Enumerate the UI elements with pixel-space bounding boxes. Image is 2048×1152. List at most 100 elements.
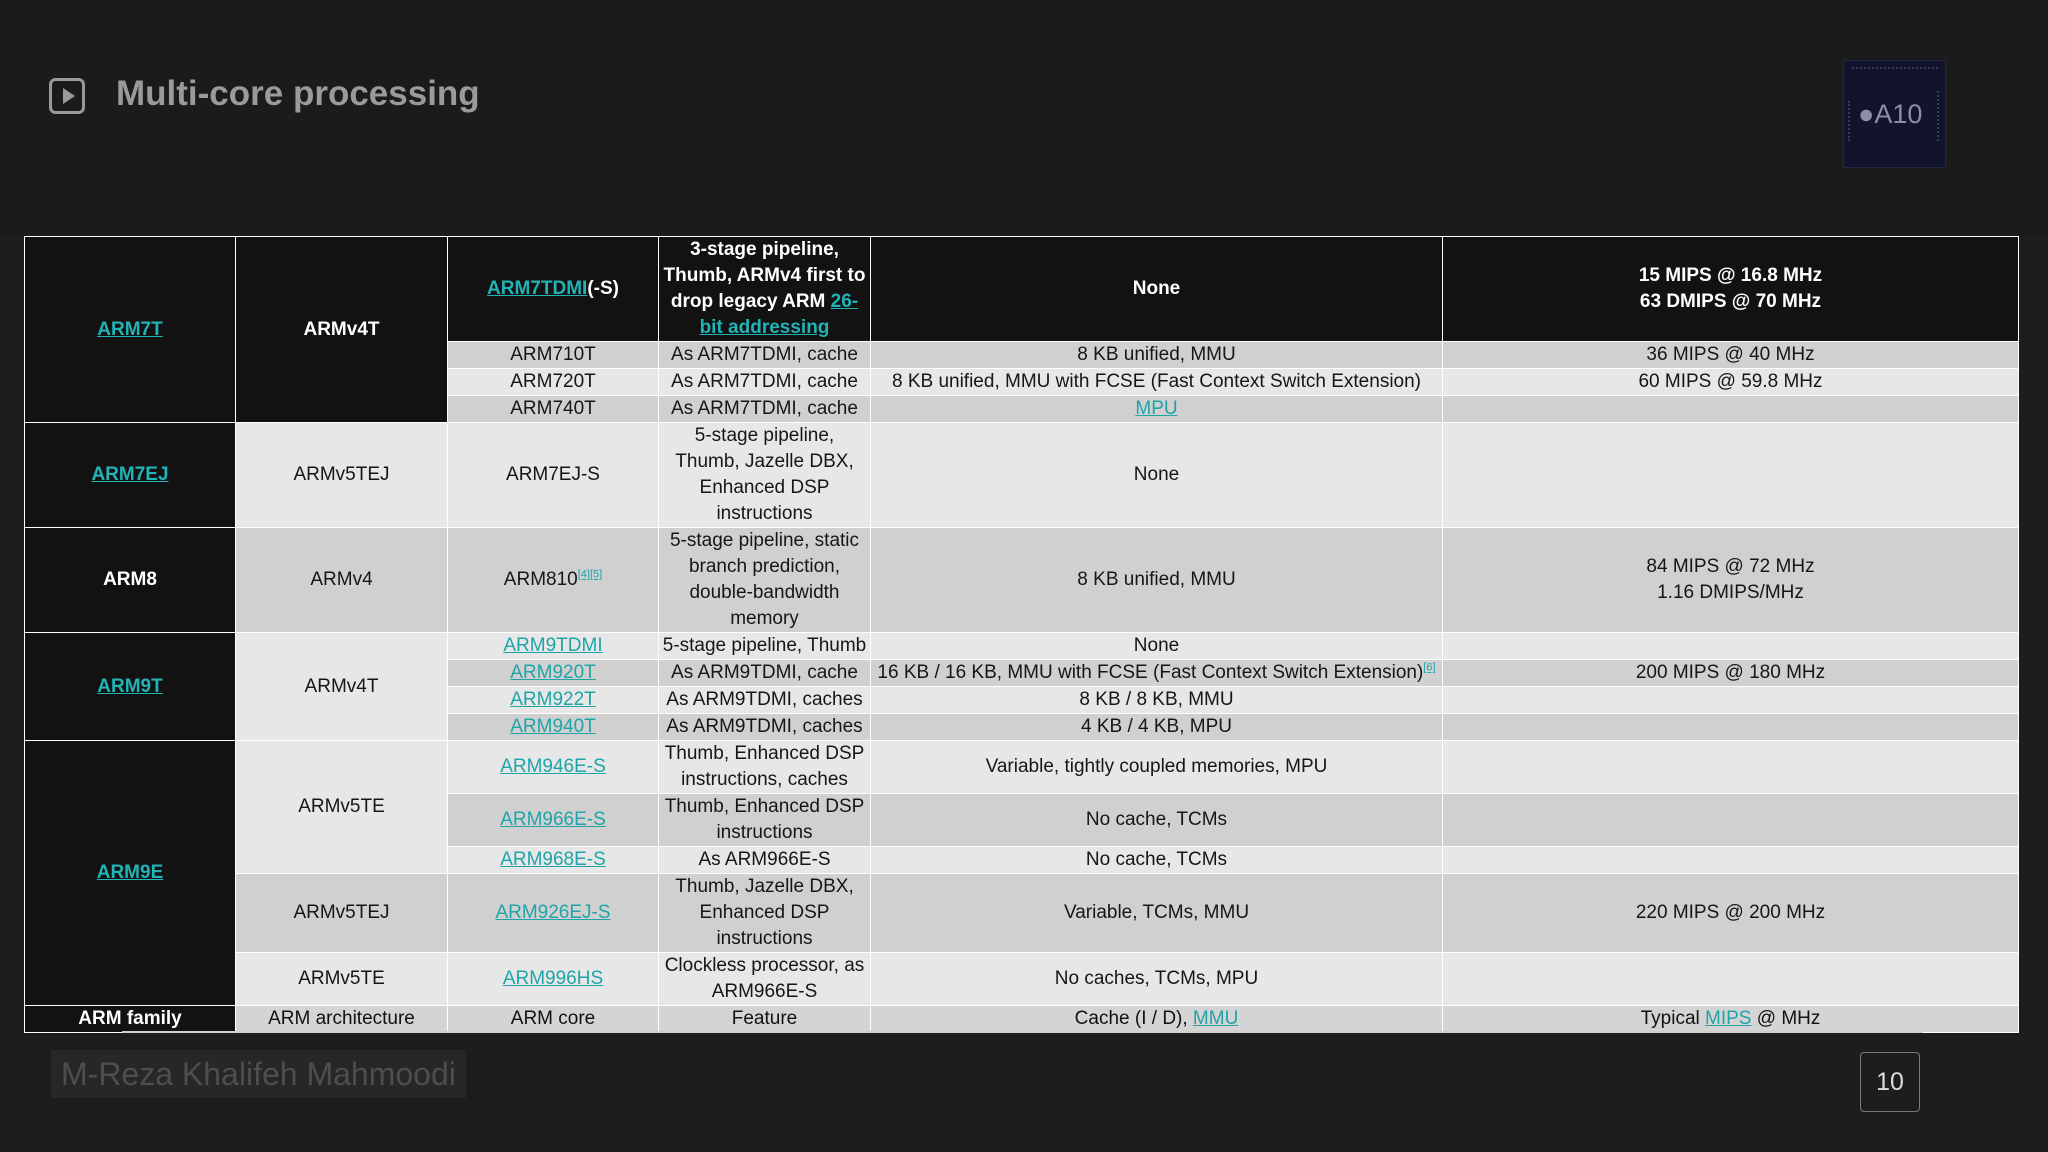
reference-link[interactable]: [4][5] — [577, 568, 603, 581]
core-link[interactable]: ARM922T — [510, 689, 596, 710]
feature-cell: Thumb, Enhanced DSP instructions, caches — [658, 740, 871, 794]
feature-cell: As ARM9TDMI, caches — [658, 713, 871, 741]
cache-cell: None — [870, 236, 1443, 342]
family-cell: ARM8 — [24, 527, 236, 633]
arch-cell: ARMv5TEJ — [235, 873, 448, 953]
table-row: ARMv5TE ARM996HS Clockless processor, as… — [25, 952, 2019, 1006]
core-link[interactable]: ARM920T — [510, 662, 596, 683]
family-link[interactable]: ARM7T — [97, 318, 163, 340]
footer-arch-label: ARM architecture — [235, 1005, 448, 1033]
table-row: ARM968E-S As ARM966E-S No cache, TCMs — [25, 846, 2019, 874]
arch-cell: ARMv5TE — [235, 952, 448, 1006]
mips-line: 63 DMIPS @ 70 MHz — [1639, 291, 1822, 312]
cache-cell: Variable, TCMs, MMU — [870, 873, 1443, 953]
table-row: ARM966E-S Thumb, Enhanced DSP instructio… — [25, 793, 2019, 847]
mips-cell — [1442, 846, 2019, 874]
table-row: ARM7T ARMv4T ARM7TDMI(-S) 3-stage pipeli… — [24, 236, 2019, 423]
family-cell: ARM7T — [24, 236, 236, 423]
core-link[interactable]: ARM996HS — [502, 968, 604, 989]
author-name: M-Reza Khalifeh Mahmoodi — [51, 1050, 466, 1098]
table-row: ARM922T As ARM9TDMI, caches 8 KB / 8 KB,… — [25, 686, 2019, 714]
feature-cell: Thumb, Enhanced DSP instructions — [658, 793, 871, 847]
footer-core-label: ARM core — [447, 1005, 659, 1033]
chip-pins-decoration — [1852, 67, 1938, 73]
footer-cache-text: Cache (I / D), — [1074, 1008, 1193, 1029]
core-link[interactable]: ARM7TDMI — [487, 278, 588, 299]
mips-line: 1.16 DMIPS/MHz — [1657, 582, 1804, 603]
mips-cell: 84 MIPS @ 72 MHz 1.16 DMIPS/MHz — [1442, 527, 2019, 633]
table-row: ARM710T As ARM7TDMI, cache 8 KB unified,… — [25, 341, 2019, 369]
core-link[interactable]: ARM926EJ-S — [495, 902, 611, 923]
table-footer-row: ARM family ARM architecture ARM core Fea… — [24, 1005, 2019, 1033]
core-cell: ARM7TDMI(-S) — [447, 236, 659, 342]
page-number: 10 — [1860, 1052, 1920, 1112]
core-cell: ARM810[4][5] — [447, 527, 659, 633]
cache-cell: 16 KB / 16 KB, MMU with FCSE (Fast Conte… — [870, 659, 1443, 687]
feature-cell: Thumb, Jazelle DBX, Enhanced DSP instruc… — [658, 873, 871, 953]
play-button-icon[interactable] — [49, 78, 85, 114]
family-link[interactable]: ARM9E — [96, 862, 164, 883]
arch-cell: ARMv4T — [235, 236, 448, 423]
feature-link[interactable]: 26-bit addressing — [699, 291, 859, 338]
family-cell: ARM9T — [24, 632, 236, 741]
mips-cell — [1442, 395, 2019, 423]
reference-link[interactable]: [6] — [1423, 661, 1436, 674]
feature-cell: 5-stage pipeline, static branch predicti… — [658, 527, 871, 633]
feature-cell: As ARM966E-S — [658, 846, 871, 874]
table-row: ARM7EJ ARMv5TEJ ARM7EJ-S 5-stage pipelin… — [24, 422, 2019, 528]
core-cell: ARM7EJ-S — [447, 422, 659, 528]
mips-cell: 15 MIPS @ 16.8 MHz 63 DMIPS @ 70 MHz — [1442, 236, 2019, 342]
core-link[interactable]: ARM940T — [510, 716, 596, 737]
mips-cell — [1442, 422, 2019, 528]
core-cell: ARM920T — [447, 659, 659, 687]
table-row: ARM8 ARMv4 ARM810[4][5] 5-stage pipeline… — [24, 527, 2019, 633]
cache-cell: 4 KB / 4 KB, MPU — [870, 713, 1443, 741]
family-cell: ARM9E — [24, 740, 236, 1006]
core-cell: ARM922T — [447, 686, 659, 714]
cache-cell: MPU — [870, 395, 1443, 423]
core-link[interactable]: ARM968E-S — [500, 849, 606, 870]
feature-cell: 3-stage pipeline, Thumb, ARMv4 first to … — [658, 236, 871, 342]
cache-cell: 8 KB unified, MMU — [870, 527, 1443, 633]
arch-cell: ARMv5TE — [235, 740, 448, 874]
feature-cell: As ARM7TDMI, cache — [658, 368, 871, 396]
core-link[interactable]: ARM946E-S — [500, 756, 606, 777]
chip-label: A10 — [1874, 99, 1923, 129]
mips-cell: 60 MIPS @ 59.8 MHz — [1442, 368, 2019, 396]
apple-a10-chip-image: ●A10 — [1843, 60, 1946, 168]
feature-cell: As ARM9TDMI, cache — [658, 659, 871, 687]
core-link[interactable]: ARM9TDMI — [503, 635, 603, 656]
mips-cell — [1442, 952, 2019, 1006]
family-link[interactable]: ARM7EJ — [91, 464, 169, 485]
table-row: ARM9E ARMv5TE ARM946E-S Thumb, Enhanced … — [24, 740, 2019, 1006]
footer-mips-text: Typical — [1640, 1008, 1706, 1029]
arm-family-table: ARM7T ARMv4T ARM7TDMI(-S) 3-stage pipeli… — [24, 236, 2019, 1033]
chip-pins-decoration — [1934, 91, 1939, 141]
mmu-link[interactable]: MMU — [1192, 1008, 1239, 1029]
core-cell: ARM966E-S — [447, 793, 659, 847]
core-cell: ARM926EJ-S — [447, 873, 659, 953]
core-cell: ARM720T — [447, 368, 659, 396]
cache-text: 16 KB / 16 KB, MMU with FCSE (Fast Conte… — [877, 662, 1424, 683]
mips-cell — [1442, 632, 2019, 660]
cache-link[interactable]: MPU — [1135, 398, 1178, 419]
footer-mips-suffix: @ MHz — [1751, 1008, 1821, 1029]
feature-cell: 5-stage pipeline, Thumb, Jazelle DBX, En… — [658, 422, 871, 528]
cache-cell: No cache, TCMs — [870, 793, 1443, 847]
table-row: ARMv5TEJ ARM926EJ-S Thumb, Jazelle DBX, … — [25, 873, 2019, 953]
cache-cell: 8 KB unified, MMU with FCSE (Fast Contex… — [870, 368, 1443, 396]
mips-link[interactable]: MIPS — [1705, 1008, 1752, 1029]
family-link[interactable]: ARM9T — [97, 675, 163, 697]
table-row: ARM940T As ARM9TDMI, caches 4 KB / 4 KB,… — [25, 713, 2019, 741]
slide-title: Multi-core processing — [116, 74, 480, 113]
core-link[interactable]: ARM966E-S — [500, 809, 606, 830]
core-cell: ARM946E-S — [447, 740, 659, 794]
table-row: ARM720T As ARM7TDMI, cache 8 KB unified,… — [25, 368, 2019, 396]
mips-line: 84 MIPS @ 72 MHz — [1646, 556, 1815, 577]
mips-cell: 220 MIPS @ 200 MHz — [1442, 873, 2019, 953]
footer-family-label: ARM family — [24, 1005, 236, 1033]
chip-logo: ●A10 — [1858, 99, 1922, 130]
cache-cell: None — [870, 422, 1443, 528]
mips-cell — [1442, 686, 2019, 714]
arch-cell: ARMv4T — [235, 632, 448, 741]
